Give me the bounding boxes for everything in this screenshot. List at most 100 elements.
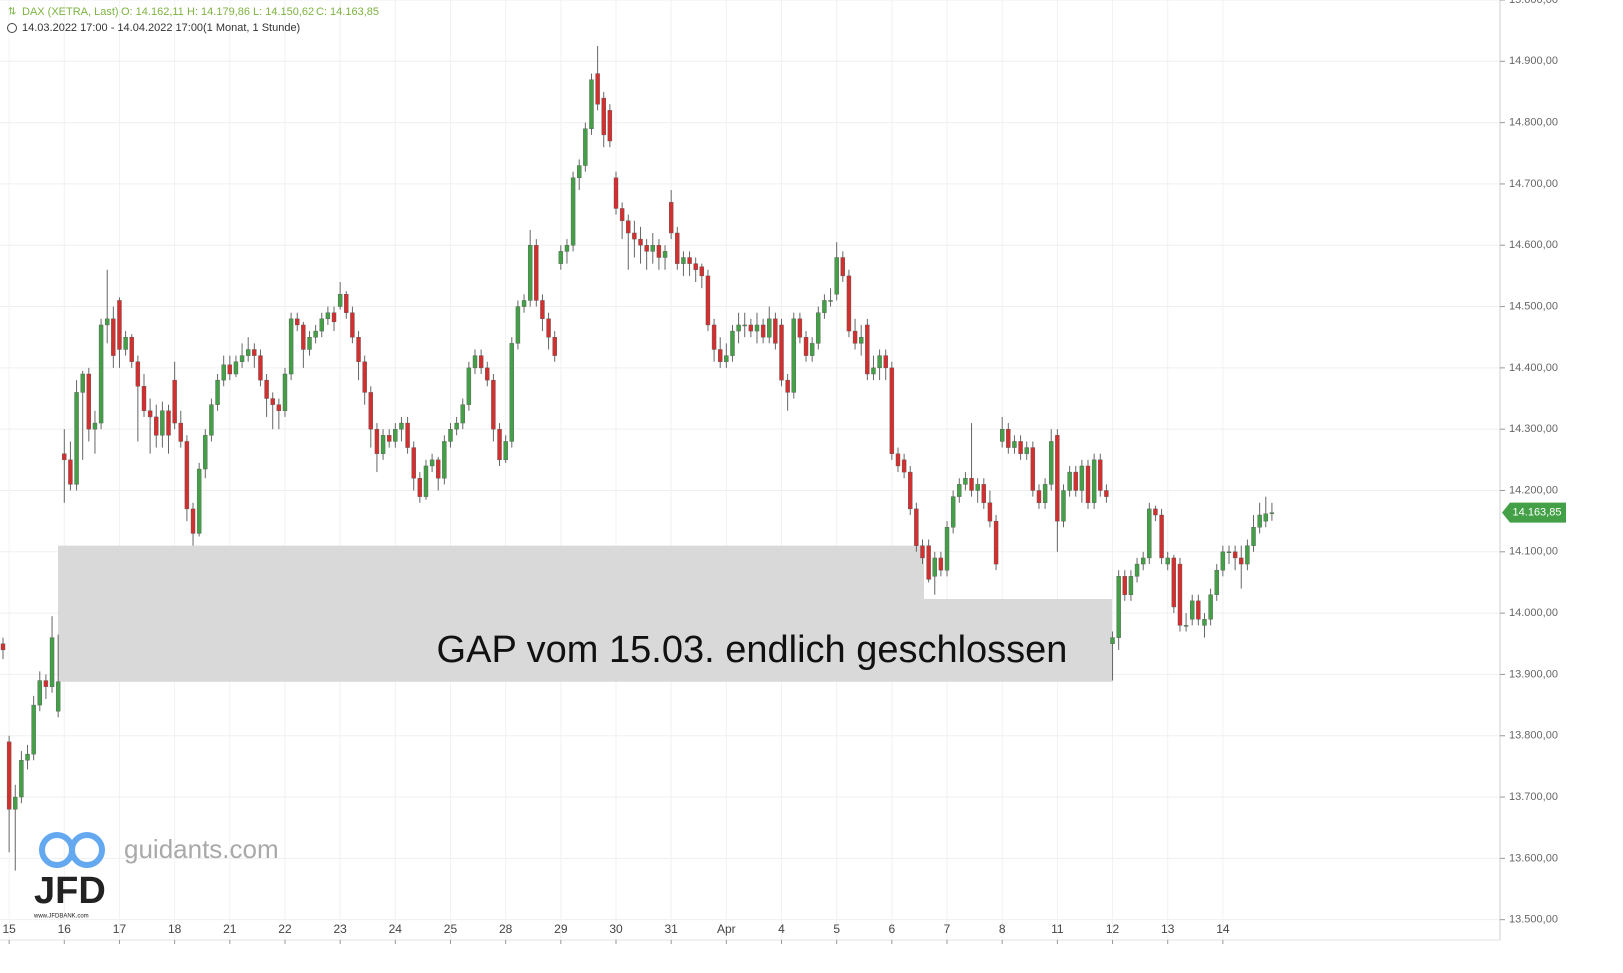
candle-body bbox=[718, 349, 723, 362]
logo: guidants.com JFD www.JFDBANK.com bbox=[33, 832, 279, 920]
candle-body bbox=[822, 300, 827, 313]
header-open: O: 14.162,11 bbox=[121, 6, 184, 18]
candle-body bbox=[178, 422, 183, 442]
candle-body bbox=[638, 238, 643, 246]
candle-body bbox=[1006, 428, 1011, 448]
candle-body bbox=[773, 318, 778, 344]
header-instrument: DAX (XETRA, Last) bbox=[22, 6, 119, 18]
candle-body bbox=[166, 410, 171, 436]
header-close: C: 14.163,85 bbox=[316, 6, 379, 18]
candle-body bbox=[0, 643, 6, 651]
candle-body bbox=[1257, 514, 1262, 528]
candle-body bbox=[1061, 490, 1066, 522]
candle-body bbox=[1104, 490, 1109, 497]
candle-body bbox=[264, 379, 269, 399]
candle-body bbox=[521, 300, 527, 307]
candle-body bbox=[693, 263, 698, 270]
candle-body bbox=[239, 355, 245, 362]
candle-body bbox=[1128, 576, 1134, 595]
header-low: L: 14.150,62 bbox=[253, 6, 314, 18]
candle-body bbox=[920, 545, 925, 559]
candle-body bbox=[601, 97, 606, 136]
candle-body bbox=[62, 453, 67, 461]
candle-body bbox=[147, 410, 153, 418]
candle-body bbox=[356, 337, 361, 362]
candle-body bbox=[889, 367, 895, 454]
x-tick-label: 4 bbox=[778, 922, 785, 936]
candle-body bbox=[405, 422, 410, 448]
y-tick-label: 15.000,00 bbox=[1509, 0, 1558, 6]
candle-body bbox=[111, 318, 116, 356]
candle-body bbox=[632, 232, 637, 240]
candle-body bbox=[650, 245, 655, 252]
x-tick-label: 14 bbox=[1216, 922, 1230, 936]
candle-body bbox=[619, 208, 625, 221]
watermark: guidants.com bbox=[124, 834, 279, 864]
candle-body bbox=[411, 447, 416, 479]
candle-body bbox=[865, 324, 870, 375]
candle-body bbox=[589, 79, 594, 129]
candle-body bbox=[221, 364, 226, 381]
candle-body bbox=[1263, 513, 1268, 522]
candle-body bbox=[313, 330, 318, 338]
candle-body bbox=[215, 379, 220, 405]
candle-body bbox=[987, 502, 993, 522]
x-tick-label: 23 bbox=[333, 922, 347, 936]
candle-body bbox=[1165, 557, 1170, 565]
candle-body bbox=[245, 349, 251, 356]
candle-body bbox=[926, 545, 931, 580]
candle-body bbox=[423, 465, 429, 497]
candle-body bbox=[466, 367, 472, 405]
candle-body bbox=[1098, 459, 1103, 491]
x-tick-label: 18 bbox=[168, 922, 182, 936]
x-tick-label: 29 bbox=[554, 922, 568, 936]
candle-body bbox=[417, 478, 423, 497]
candle-body bbox=[626, 220, 631, 234]
candle-body bbox=[344, 294, 349, 313]
candle-body bbox=[613, 177, 619, 209]
candle-body bbox=[1116, 576, 1121, 638]
last-price: 14.163,85 bbox=[1502, 502, 1566, 523]
candle-body bbox=[583, 128, 588, 166]
candle-body bbox=[13, 796, 18, 810]
x-tick-label: 6 bbox=[889, 922, 896, 936]
candle-body bbox=[1251, 527, 1256, 546]
candle-body bbox=[350, 312, 355, 338]
candle-body bbox=[74, 392, 79, 485]
candle-body bbox=[1159, 514, 1164, 559]
x-tick-label: 8 bbox=[999, 922, 1006, 936]
candle-body bbox=[129, 337, 134, 362]
y-tick-label: 14.700,00 bbox=[1509, 178, 1558, 190]
candle-body bbox=[1190, 600, 1195, 620]
x-tick-label: 17 bbox=[113, 922, 127, 936]
candle-body bbox=[1030, 447, 1036, 491]
last-price-label: 14.163,85 bbox=[1513, 507, 1562, 519]
candle-body bbox=[534, 245, 539, 301]
candle-body bbox=[687, 257, 692, 264]
candle-body bbox=[871, 367, 876, 375]
candle-body bbox=[184, 441, 190, 510]
header-interval: (1 Monat, 1 Stunde) bbox=[203, 22, 300, 34]
candle-body bbox=[123, 337, 128, 350]
header-range: 14.03.2022 17:00 - 14.04.2022 17:00 bbox=[22, 22, 203, 34]
candle-body bbox=[1122, 576, 1127, 595]
logo-ring bbox=[39, 832, 75, 868]
candle-body bbox=[558, 251, 564, 264]
candle-body bbox=[546, 318, 551, 338]
y-tick-label: 13.600,00 bbox=[1509, 852, 1558, 864]
candle-body bbox=[1055, 435, 1060, 522]
candle-body bbox=[233, 361, 239, 375]
candle-body bbox=[491, 379, 496, 430]
candle-body bbox=[1140, 557, 1146, 565]
header-icon: ⇅ bbox=[8, 7, 16, 18]
candle-body bbox=[19, 760, 24, 798]
candle-body bbox=[705, 275, 711, 326]
candle-body bbox=[644, 245, 649, 252]
x-tick-label: 7 bbox=[944, 922, 951, 936]
y-tick-label: 14.000,00 bbox=[1509, 607, 1558, 619]
candle-body bbox=[252, 349, 257, 356]
candle-body bbox=[1239, 557, 1244, 565]
y-tick-label: 14.400,00 bbox=[1509, 362, 1558, 374]
candle-body bbox=[454, 422, 459, 430]
candle-body bbox=[393, 428, 398, 442]
